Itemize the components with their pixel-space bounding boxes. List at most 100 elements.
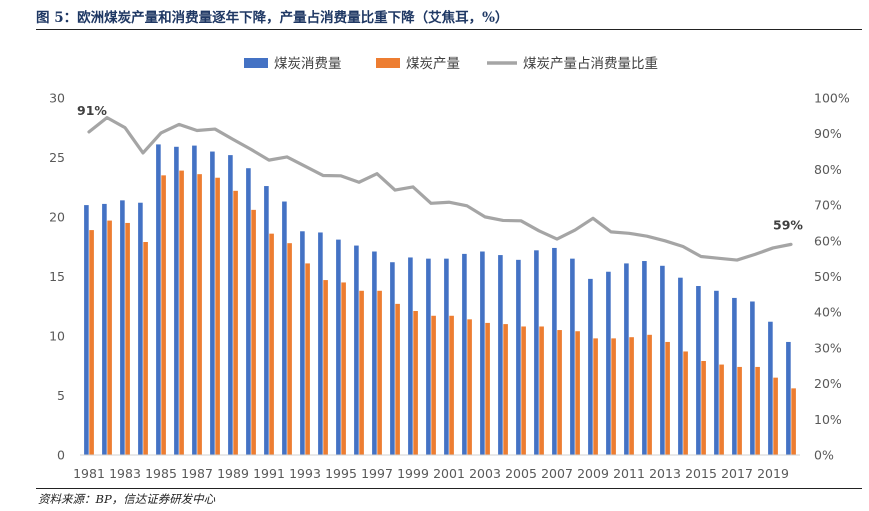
x-tick-label: 2001 xyxy=(433,466,465,481)
x-tick-label: 1997 xyxy=(361,466,393,481)
production-bar xyxy=(413,311,418,455)
consumption-bar xyxy=(120,200,125,455)
consumption-bar xyxy=(606,271,611,455)
consumption-bar xyxy=(336,239,341,455)
left-y-tick-label: 10 xyxy=(49,329,65,344)
x-tick-label: 2007 xyxy=(541,466,573,481)
production-bar xyxy=(449,315,454,455)
x-tick-label: 1981 xyxy=(73,466,105,481)
consumption-bar xyxy=(264,186,269,455)
x-tick-label: 2015 xyxy=(685,466,717,481)
consumption-bar xyxy=(228,155,233,455)
x-tick-label: 1987 xyxy=(181,466,213,481)
consumption-bar xyxy=(480,251,485,455)
consumption-bar xyxy=(516,259,521,455)
production-bar xyxy=(791,388,796,455)
consumption-bar xyxy=(444,258,449,455)
right-y-tick-label: 30% xyxy=(814,340,842,355)
production-bar xyxy=(89,230,94,455)
consumption-bar xyxy=(354,245,359,455)
production-bar xyxy=(161,175,166,455)
production-bar xyxy=(665,341,670,455)
production-bar xyxy=(233,190,238,455)
production-bar xyxy=(143,241,148,455)
footer-divider xyxy=(36,488,862,489)
right-y-tick-label: 100% xyxy=(814,91,850,106)
right-y-tick-label: 0% xyxy=(814,448,834,463)
legend-swatch xyxy=(376,58,400,68)
production-bar xyxy=(557,330,562,455)
left-y-tick-label: 20 xyxy=(49,210,65,225)
production-bar xyxy=(647,334,652,455)
production-bar xyxy=(287,243,292,455)
consumption-bar xyxy=(390,262,395,455)
consumption-bar xyxy=(174,146,179,456)
production-bar xyxy=(179,170,184,455)
consumption-bar xyxy=(192,145,197,455)
production-bar xyxy=(575,331,580,455)
production-bar xyxy=(755,366,760,455)
right-y-tick-label: 10% xyxy=(814,412,842,427)
consumption-bar xyxy=(300,231,305,455)
x-tick-label: 2011 xyxy=(613,466,645,481)
production-bar xyxy=(521,326,526,455)
right-y-tick-label: 80% xyxy=(814,162,842,177)
production-bar xyxy=(737,366,742,455)
consumption-bar xyxy=(84,205,89,455)
x-tick-label: 2019 xyxy=(757,466,789,481)
production-bar xyxy=(611,338,616,455)
production-bar xyxy=(395,303,400,455)
production-bar xyxy=(359,290,364,455)
x-tick-label: 2005 xyxy=(505,466,537,481)
production-bar xyxy=(215,177,220,456)
production-bar xyxy=(323,280,328,455)
production-bar xyxy=(251,209,256,455)
x-tick-label: 1999 xyxy=(397,466,429,481)
source-note: 资料来源：BP，信达证券研发中心 xyxy=(38,492,216,506)
left-y-tick-label: 25 xyxy=(49,150,65,165)
consumption-bar xyxy=(246,168,251,455)
production-bar xyxy=(467,319,472,455)
consumption-bar xyxy=(156,144,161,455)
production-bar xyxy=(197,174,202,455)
consumption-bar xyxy=(714,290,719,455)
right-y-tick-label: 50% xyxy=(814,269,842,284)
data-label: 59% xyxy=(773,217,803,232)
consumption-bar xyxy=(102,203,107,455)
x-tick-label: 1995 xyxy=(325,466,357,481)
consumption-bar xyxy=(282,201,287,455)
consumption-bar xyxy=(642,261,647,455)
production-bar xyxy=(539,326,544,455)
x-tick-label: 1983 xyxy=(109,466,141,481)
data-label: 91% xyxy=(77,103,107,118)
x-tick-label: 1989 xyxy=(217,466,249,481)
x-tick-label: 2009 xyxy=(577,466,609,481)
left-y-tick-label: 5 xyxy=(57,388,65,403)
left-y-tick-label: 0 xyxy=(57,448,65,463)
consumption-bar xyxy=(750,301,755,455)
right-y-tick-label: 40% xyxy=(814,305,842,320)
right-y-tick-label: 90% xyxy=(814,126,842,141)
legend-label: 煤炭产量 xyxy=(406,56,460,72)
consumption-bar xyxy=(498,255,503,455)
consumption-bar xyxy=(768,321,773,455)
consumption-bar xyxy=(534,250,539,455)
production-bar xyxy=(107,220,112,455)
x-tick-label: 2013 xyxy=(649,466,681,481)
consumption-bar xyxy=(372,251,377,455)
title-divider xyxy=(36,29,862,30)
consumption-bar xyxy=(426,258,431,455)
consumption-bar xyxy=(552,247,557,455)
x-tick-label: 1991 xyxy=(253,466,285,481)
production-bar xyxy=(593,338,598,455)
consumption-bar xyxy=(696,286,701,455)
consumption-bar xyxy=(732,297,737,455)
left-y-tick-label: 30 xyxy=(49,91,65,106)
production-bar xyxy=(629,337,634,455)
share-line xyxy=(87,116,793,262)
consumption-bar xyxy=(318,232,323,455)
left-y-tick-label: 15 xyxy=(49,269,65,284)
consumption-bar xyxy=(210,151,215,456)
figure-title: 图 5：欧洲煤炭产量和消费量逐年下降，产量占消费量比重下降（艾焦耳，%） xyxy=(36,10,509,26)
x-tick-label: 2003 xyxy=(469,466,501,481)
